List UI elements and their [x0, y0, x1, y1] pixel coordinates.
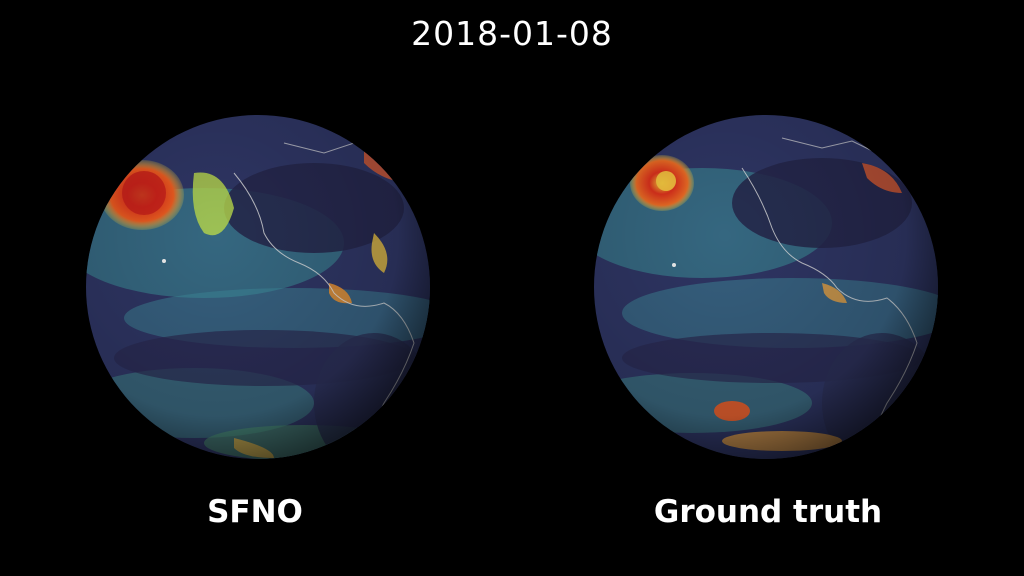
ground-truth-label: Ground truth: [653, 494, 883, 530]
sfno-label: SFNO: [207, 494, 303, 530]
date-label: 2018-01-08: [411, 14, 613, 53]
sfno-globe: [84, 113, 432, 461]
ground-truth-globe: [592, 113, 940, 461]
